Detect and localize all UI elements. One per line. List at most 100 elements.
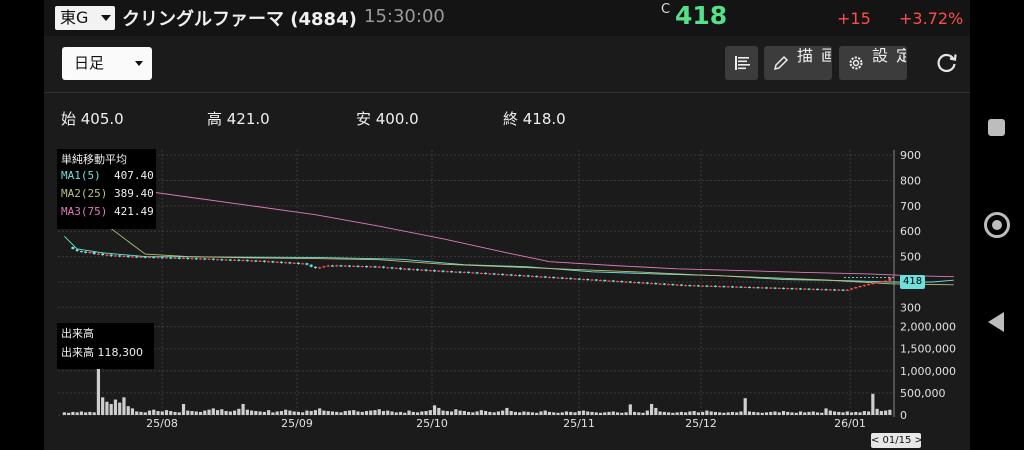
x-tick-label: 26/01 [834,417,866,430]
candle-body [739,286,743,288]
volume-bar [556,412,560,415]
ma3-row: MA3(75) 421.49 [61,205,154,218]
candle-body [130,256,134,258]
pencil-icon [773,55,789,71]
candle-body [390,267,394,269]
volume-bar [760,412,764,415]
candle-body [471,272,475,274]
date-cursor[interactable]: < 01/15 > [871,433,923,448]
volume-bar [820,412,824,415]
volume-bar [343,411,347,415]
candle-body [109,254,113,257]
volume-bar [794,412,798,415]
candle-body [96,253,100,255]
volume-bar [607,411,611,415]
draw-button[interactable]: 描画 [764,46,832,80]
volume-bar [228,411,232,415]
candle-body [322,266,326,268]
candle-body [820,289,824,291]
candle-body [313,266,317,269]
volume-bar [777,412,781,415]
candle-body [867,284,871,286]
candle-body [658,283,662,285]
volume-bar [841,412,845,415]
volume-bar [845,411,849,415]
volume-bar [309,411,313,415]
volume-bar [875,408,879,415]
volume-bar [169,411,173,415]
volume-bar [475,411,479,415]
market-select[interactable]: 東G [55,6,115,30]
volume-bar [735,412,739,415]
volume-bar [152,409,156,415]
indicator-list-button[interactable] [725,46,758,80]
ma2-row: MA2(25) 389.40 [61,187,154,200]
candle-body [752,287,756,289]
candle-body [556,277,560,279]
candle-body [275,261,279,263]
settings-button[interactable]: 設定 [839,46,907,80]
candle-body [650,283,654,285]
volume-bar [181,403,186,415]
volume-bar [220,409,224,415]
candle-body [441,270,445,272]
period-select[interactable]: 日足 [62,47,152,80]
volume-bar [811,411,815,415]
volume-bar [130,408,135,415]
volume-bar [594,412,598,415]
volume-bar [135,411,139,415]
candle-body [518,274,522,277]
volume-bar [492,412,496,415]
volume-bar [615,412,620,415]
home-button[interactable] [984,212,1010,238]
candle-body [207,258,211,260]
volume-bar [322,410,326,415]
candle-body [496,273,500,276]
volume-bar [143,412,147,415]
chevron-down-icon [101,15,111,21]
candle-body [811,288,815,291]
candle-body [356,265,360,267]
volume-bar [398,411,403,415]
candle-body [173,257,177,259]
volume-bar [722,412,726,415]
candle-body [292,262,296,264]
candle-body [416,269,420,271]
candle-body [850,288,854,290]
ma-legend: 単純移動平均 MA1(5) 407.40 MA2(25) 389.40 MA3(… [57,149,156,229]
candle-body [403,268,407,270]
candle-body [662,283,666,285]
list-icon [735,56,750,70]
candle-body [522,275,526,277]
candle-body [769,287,773,289]
candle-body [301,263,305,265]
period-label: 日足 [74,54,105,72]
candle-body [199,258,203,260]
volume-bar [394,412,398,415]
volume-tick-label: 1,000,000 [900,365,956,378]
candle-body [224,259,228,261]
candle-body [177,257,181,259]
candle-body [509,274,513,276]
volume-bar [526,411,530,415]
refresh-icon[interactable] [934,50,960,76]
candle-body [352,265,356,267]
volume-bar [709,411,713,415]
candle-body [330,265,334,267]
recent-apps-button[interactable] [988,119,1005,136]
candle-body [564,277,568,280]
candle-body [160,257,164,259]
candle-body [641,282,645,284]
ma1-value: 407.40 [114,169,154,182]
volume-bar [445,411,449,415]
volume-bar [92,412,96,415]
volume-bar [645,410,649,415]
volume-bar [122,397,126,415]
volume-bar [67,412,71,415]
candle-body [424,269,428,271]
back-button[interactable] [988,312,1004,332]
volume-tick-label: 500,000 [900,387,946,400]
price-chart[interactable]: 25/0825/0925/1025/1125/1226/013004005006… [44,0,970,450]
volume-bar [849,412,854,415]
volume-bar [415,412,420,415]
